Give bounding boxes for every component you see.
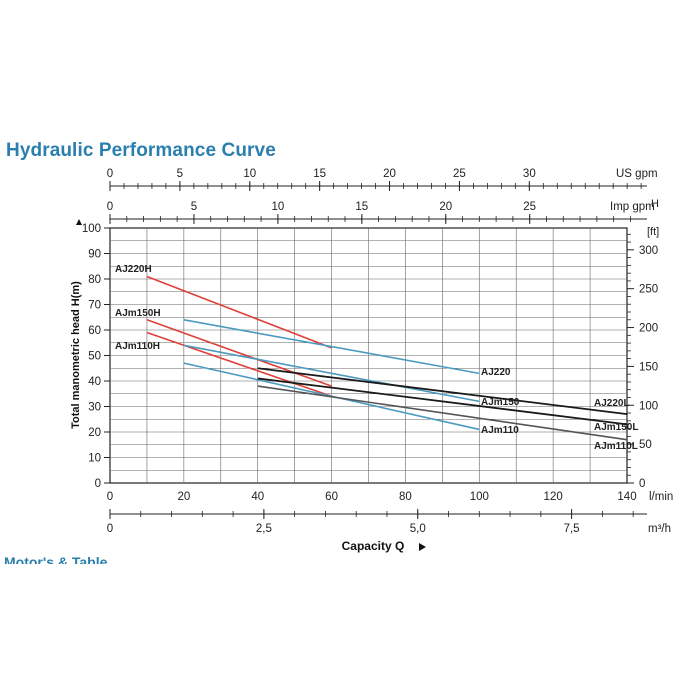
usgpm-tick-label: 15: [313, 168, 326, 180]
usgpm-tick-label: 30: [523, 168, 536, 180]
series-line-ajm150: [183, 344, 480, 403]
x-tick-label: 20: [177, 491, 190, 503]
y-tick-label: 100: [82, 223, 101, 235]
usgpm-tick-label: 0: [107, 168, 113, 180]
y2-tick-label: 100: [639, 400, 658, 412]
x-tick-label: 140: [617, 491, 636, 503]
plot-frame: [109, 227, 628, 484]
impgpm-tick-label: 25: [523, 201, 536, 213]
x-axis-unit: l/min: [649, 491, 673, 503]
y2-axis-label-h: H: [651, 198, 659, 210]
series-label-aj220: AJ220: [481, 367, 511, 378]
series-layer: [146, 275, 628, 441]
y-tick-label: 10: [88, 453, 101, 465]
series-label-ajm110l: AJm110L: [594, 441, 638, 452]
y-tick-label: 0: [95, 478, 101, 490]
series-label-ajm110h: AJm110H: [115, 341, 160, 352]
series-line-ajm150l: [257, 377, 628, 426]
x-tick-label: 80: [399, 491, 412, 503]
x-axis-arrow: [419, 543, 426, 551]
y-tick-label: 60: [88, 325, 101, 337]
y-tick-label: 30: [88, 402, 101, 414]
label-layer: AJ220H AJm150H AJm110H AJ220 AJm150 AJm110 AJ2…: [115, 264, 638, 452]
y2-axis-unit: [ft]: [647, 226, 659, 238]
impgpm-tick-label: 10: [271, 201, 284, 213]
y-tick-label: 70: [88, 300, 101, 312]
y-axis-title: Total manometric head H(m): [70, 281, 82, 429]
y2-tick-label: 0: [639, 478, 645, 490]
m3h-tick-label: 0: [107, 523, 113, 535]
x-tick-label: 60: [325, 491, 338, 503]
series-line-aj220: [183, 319, 480, 375]
y2-tick-label: 150: [639, 361, 658, 373]
y2-tick-label: 300: [639, 245, 658, 257]
m3h-tick-label: 7,5: [564, 523, 580, 535]
section-heading-partial: Motor's & Table: [4, 554, 108, 564]
grid-layer: [109, 227, 628, 484]
series-line-aj220h: [146, 275, 332, 349]
x-axis-title: Capacity Q: [342, 539, 405, 553]
y2-tick-label: 250: [639, 284, 658, 296]
y2-tick-label: 50: [639, 439, 652, 451]
y2-tick-label: 200: [639, 323, 658, 335]
series-line-ajm110l: [257, 385, 628, 441]
y-tick-label: 90: [88, 249, 101, 261]
m3h-unit: m³/h: [648, 523, 671, 535]
y-tick-label: 40: [88, 376, 101, 388]
m3h-tick-label: 5,0: [410, 523, 426, 535]
series-label-aj220l: AJ220L: [594, 398, 630, 409]
y-tick-label: 20: [88, 427, 101, 439]
page-title: Hydraulic Performance Curve: [6, 140, 276, 161]
usgpm-unit: US gpm: [616, 168, 658, 180]
m3h-tick-label: 2,5: [256, 523, 272, 535]
y-tick-label: 50: [88, 351, 101, 363]
x-tick-label: 120: [544, 491, 563, 503]
series-line-ajm150h: [146, 319, 332, 387]
impgpm-tick-label: 5: [191, 201, 197, 213]
series-line-aj220l: [257, 367, 628, 416]
usgpm-tick-label: 5: [177, 168, 183, 180]
x-tick-label: 100: [470, 491, 489, 503]
y-tick-label: 80: [88, 274, 101, 286]
x-tick-label: 0: [107, 491, 113, 503]
series-label-ajm110: AJm110: [481, 425, 519, 436]
series-label-ajm150: AJm150: [481, 397, 520, 408]
series-line-ajm110: [183, 362, 480, 431]
impgpm-tick-label: 20: [439, 201, 452, 213]
impgpm-unit: Imp gpm: [610, 201, 655, 213]
series-line-ajm110h: [146, 331, 332, 398]
series-label-ajm150h: AJm150H: [115, 308, 161, 319]
usgpm-tick-label: 10: [243, 168, 256, 180]
series-label-aj220h: AJ220H: [115, 264, 152, 275]
x-tick-label: 40: [251, 491, 264, 503]
usgpm-tick-label: 25: [453, 168, 466, 180]
series-label-ajm150l: AJm150L: [594, 422, 638, 433]
y-axis-arrow: [76, 219, 82, 225]
impgpm-tick-label: 0: [107, 201, 113, 213]
usgpm-tick-label: 20: [383, 168, 396, 180]
impgpm-tick-label: 15: [355, 201, 368, 213]
